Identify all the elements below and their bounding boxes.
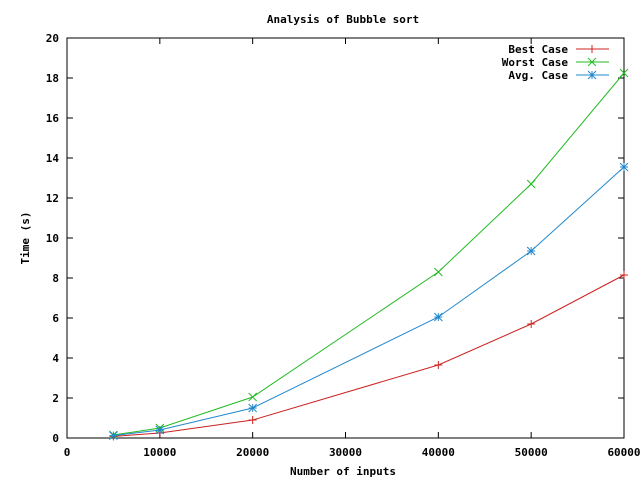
data-point <box>434 361 443 369</box>
y-tick-label: 10 <box>46 232 59 245</box>
legend-label: Best Case <box>508 43 568 56</box>
series-group <box>109 68 629 441</box>
series-worst-case <box>109 68 629 440</box>
x-tick-label: 40000 <box>422 446 455 459</box>
y-tick-label: 8 <box>52 272 59 285</box>
y-tick-label: 0 <box>52 432 59 445</box>
x-tick-label: 50000 <box>515 446 548 459</box>
plot-frame <box>66 37 625 439</box>
data-point <box>109 431 118 440</box>
series-line <box>113 166 625 437</box>
y-tick-label: 16 <box>46 112 60 125</box>
series-line <box>113 274 625 437</box>
data-point <box>619 68 629 78</box>
data-point <box>248 392 258 402</box>
data-point <box>526 179 536 189</box>
data-point <box>155 425 165 435</box>
series-best-case <box>109 271 628 441</box>
legend-label: Worst Case <box>502 56 569 69</box>
y-tick-label: 12 <box>46 192 59 205</box>
legend-entry: Avg. Case <box>508 69 609 82</box>
data-point <box>433 312 443 322</box>
legend-label: Avg. Case <box>508 69 568 82</box>
legend-marker <box>587 70 597 80</box>
legend-marker <box>587 57 597 67</box>
x-tick-label: 10000 <box>143 446 176 459</box>
data-point <box>620 271 628 279</box>
y-tick-label: 14 <box>46 152 60 165</box>
y-tick-label: 4 <box>52 352 59 365</box>
y-tick-label: 20 <box>46 32 59 45</box>
data-point <box>527 320 536 328</box>
legend-marker <box>588 45 596 53</box>
x-tick-label: 30000 <box>329 446 362 459</box>
x-tick-label: 20000 <box>236 446 269 459</box>
legend-entry: Best Case <box>508 43 609 56</box>
chart-title: Analysis of Bubble sort <box>267 13 419 26</box>
x-tick-label: 60000 <box>607 446 640 459</box>
y-tick-label: 18 <box>46 72 59 85</box>
y-tick-label: 2 <box>52 392 59 405</box>
data-point <box>526 246 536 256</box>
data-point <box>248 416 257 424</box>
y-tick-label: 6 <box>52 312 59 325</box>
y-axis-label: Time (s) <box>19 212 32 265</box>
series-line <box>113 72 625 436</box>
data-point <box>619 162 629 172</box>
axis-ticks: 0 2 4 6 8 10 12 14 16 18 20 0 10000 20000 30000 40000 50… <box>46 32 640 459</box>
x-tick-label: 0 <box>64 446 71 459</box>
series-avg-case <box>109 162 629 440</box>
data-point <box>248 403 258 413</box>
x-axis-label: Number of inputs <box>290 465 396 478</box>
legend-entry: Worst Case <box>502 56 609 69</box>
data-point <box>433 267 443 277</box>
